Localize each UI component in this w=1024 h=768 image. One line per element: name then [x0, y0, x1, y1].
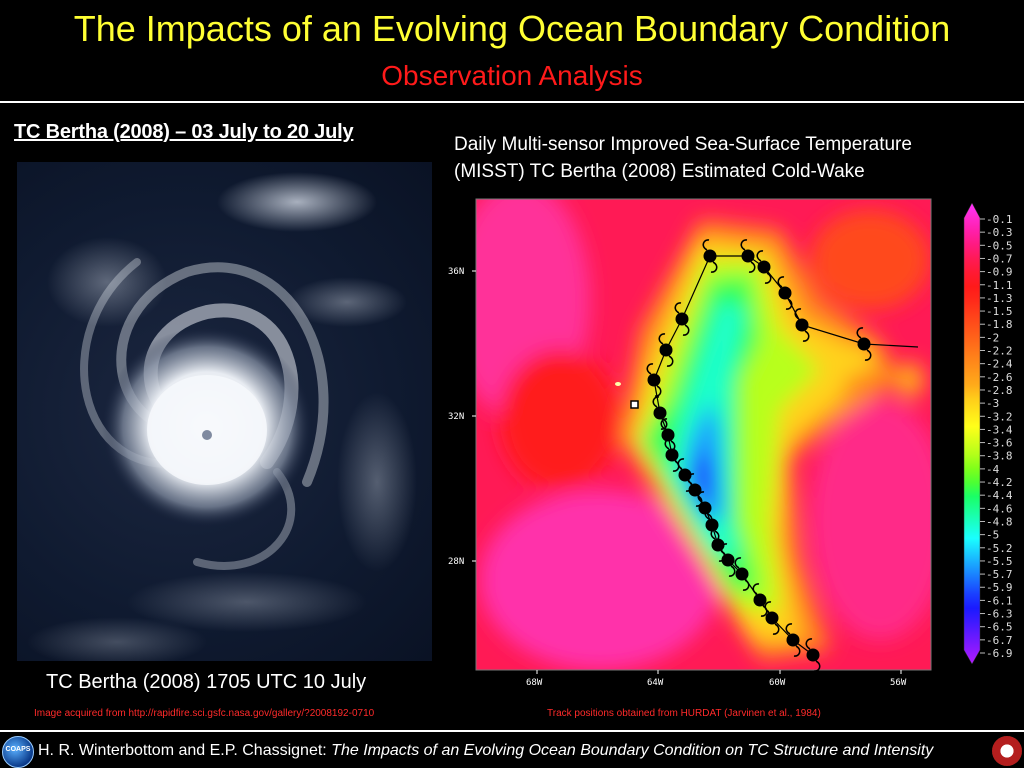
colorbar-label: -1.5	[986, 305, 1013, 318]
hurricane-symbol-icon	[674, 302, 690, 336]
colorbar-label: -3	[986, 397, 999, 410]
colorbar-label: -4.8	[986, 515, 1013, 528]
lon-label: 60W	[769, 678, 786, 688]
hurricane-symbol-icon	[740, 239, 756, 273]
header-divider	[0, 101, 1024, 103]
satellite-image	[17, 162, 432, 661]
satellite-heading: TC Bertha (2008) – 03 July to 20 July	[14, 121, 354, 143]
colorbar-label: -3.2	[986, 410, 1013, 423]
longitude-labels: 68W 64W 60W 56W	[526, 678, 907, 688]
track-source-note: Track positions obtained from HURDAT (Ja…	[547, 708, 821, 719]
hurricane-symbol-icon	[734, 557, 750, 591]
colorbar-label: -5	[986, 529, 999, 542]
colorbar-label: -0.9	[986, 266, 1013, 279]
colorbar-label: -2.2	[986, 345, 1013, 358]
footer-citation: H. R. Winterbottom and E.P. Chassignet: …	[38, 742, 933, 760]
colorbar-label: -4	[986, 463, 1000, 476]
hurricane-symbol-icon	[702, 239, 718, 273]
colorbar-label: -1.1	[986, 279, 1013, 292]
colorbar-label: -4.4	[986, 489, 1013, 502]
hurricane-graphic	[27, 172, 417, 661]
colorbar-labels: -0.1-0.3-0.5-0.7-0.9-1.1-1.3-1.5-1.8-2-2…	[980, 213, 1013, 660]
colorbar-label: -5.9	[986, 581, 1013, 594]
hurricane-symbol-icon	[756, 250, 772, 284]
hurricane-symbol-icon	[785, 623, 801, 657]
hurricane-symbol-icon	[660, 418, 676, 452]
sst-cold-wake-map: 36N 32N 28N 68W 64W 60W 56W -0.1-0.3-0.5…	[448, 198, 1013, 688]
warm-spot	[615, 382, 621, 386]
colorbar-label: -3.8	[986, 450, 1013, 463]
sst-heading-line2: (MISST) TC Bertha (2008) Estimated Cold-…	[454, 161, 865, 182]
colorbar-label: -6.5	[986, 621, 1013, 634]
colorbar-label: -0.1	[986, 213, 1013, 226]
colorbar-body	[963, 202, 981, 665]
colorbar-label: -6.1	[986, 594, 1013, 607]
track-marker-box	[630, 400, 639, 409]
hurricane-symbol-icon	[646, 363, 662, 397]
hurricane-symbol-icon	[664, 438, 680, 472]
colorbar-label: -3.4	[986, 423, 1013, 436]
hurricane-symbol-icon	[764, 601, 780, 635]
colorbar-label: -5.2	[986, 542, 1013, 555]
sst-heading-line1: Daily Multi-sensor Improved Sea-Surface …	[454, 134, 912, 155]
hurricane-symbol-icon	[856, 327, 872, 361]
hurricane-symbol-icon	[794, 308, 810, 342]
colorbar-label: -6.3	[986, 608, 1013, 621]
storm-symbols	[646, 239, 872, 672]
colorbar-label: -2.6	[986, 371, 1013, 384]
lat-label: 28N	[448, 557, 464, 567]
footer-talk-title: The Impacts of an Evolving Ocean Boundar…	[331, 742, 934, 759]
hurricane-symbol-icon	[777, 276, 793, 310]
colorbar-label: -2.4	[986, 358, 1013, 371]
university-seal-logo	[992, 736, 1022, 766]
footer: COAPS H. R. Winterbottom and E.P. Chassi…	[0, 730, 1024, 768]
page-title: The Impacts of an Evolving Ocean Boundar…	[73, 8, 951, 49]
lon-label: 56W	[890, 678, 907, 688]
colorbar: -0.1-0.3-0.5-0.7-0.9-1.1-1.3-1.5-1.8-2-2…	[963, 202, 1013, 665]
colorbar-label: -4.6	[986, 502, 1013, 515]
image-source-note: Image acquired from http://rapidfire.sci…	[34, 708, 375, 719]
colorbar-label: -4.2	[986, 476, 1013, 489]
hurricane-symbol-icon	[720, 543, 736, 577]
axis-ticks	[472, 270, 902, 674]
satellite-caption: TC Bertha (2008) 1705 UTC 10 July	[46, 671, 367, 693]
colorbar-label: -5.5	[986, 555, 1013, 568]
hurricane-symbol-icon	[652, 396, 668, 430]
colorbar-label: -3.6	[986, 437, 1013, 450]
coaps-logo: COAPS	[2, 736, 34, 768]
footer-authors: H. R. Winterbottom and E.P. Chassignet:	[38, 742, 332, 759]
colorbar-label: -0.7	[986, 252, 1013, 265]
colorbar-label: -2	[986, 331, 999, 344]
colorbar-label: -0.5	[986, 239, 1013, 252]
colorbar-label: -6.7	[986, 634, 1013, 647]
colorbar-label: -5.7	[986, 568, 1013, 581]
lon-label: 68W	[526, 678, 543, 688]
colorbar-label: -2.8	[986, 384, 1013, 397]
colorbar-label: -1.3	[986, 292, 1013, 305]
lat-label: 32N	[448, 412, 464, 422]
map-frame	[475, 198, 932, 671]
colorbar-label: -1.8	[986, 318, 1013, 331]
sst-heading: Daily Multi-sensor Improved Sea-Surface …	[454, 131, 1014, 185]
page-subtitle: Observation Analysis	[381, 60, 643, 91]
colorbar-label: -0.3	[986, 226, 1013, 239]
latitude-labels: 36N 32N 28N	[448, 267, 464, 567]
coaps-logo-text: COAPS	[5, 746, 31, 753]
footer-divider	[0, 730, 1024, 732]
lon-label: 64W	[647, 678, 664, 688]
colorbar-label: -6.9	[986, 647, 1013, 660]
hurricane-symbol-icon	[805, 638, 821, 672]
hurricane-symbol-icon	[658, 333, 674, 367]
lat-label: 36N	[448, 267, 464, 277]
